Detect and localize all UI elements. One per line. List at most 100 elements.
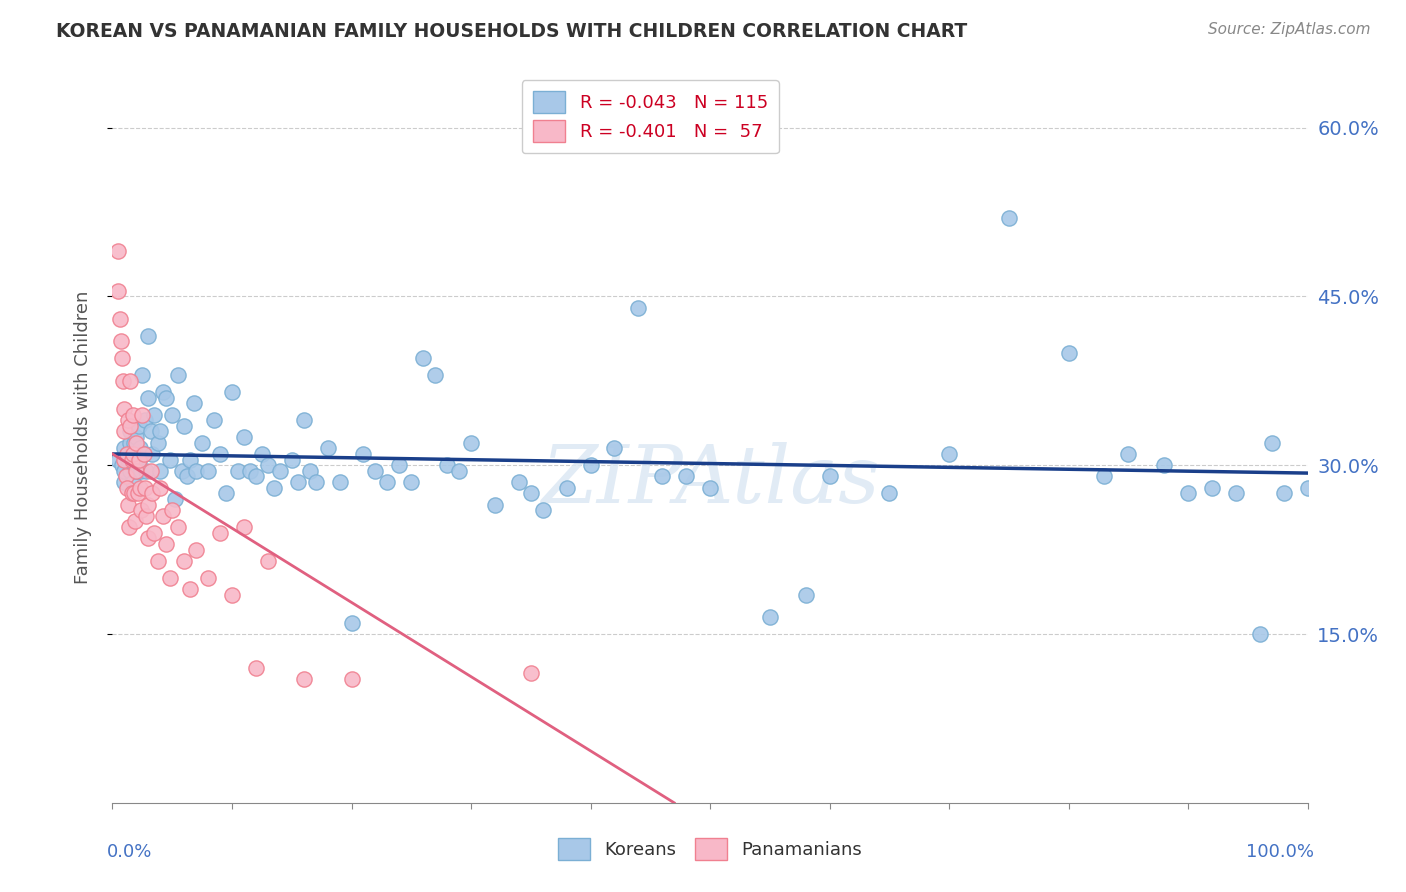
Point	[138, 498, 160, 512]
Point	[651, 469, 673, 483]
Point	[1296, 481, 1319, 495]
Point	[127, 486, 149, 500]
Point	[233, 430, 256, 444]
Point	[111, 351, 134, 366]
Text: Source: ZipAtlas.com: Source: ZipAtlas.com	[1208, 22, 1371, 37]
Point	[173, 554, 195, 568]
Point	[118, 520, 141, 534]
Point	[149, 425, 172, 439]
Point	[143, 525, 166, 540]
Point	[115, 447, 138, 461]
Point	[143, 408, 166, 422]
Point	[146, 435, 169, 450]
Point	[447, 464, 470, 478]
Point	[412, 351, 434, 366]
Point	[250, 447, 273, 461]
Point	[401, 475, 423, 489]
Point	[167, 368, 190, 383]
Point	[794, 588, 817, 602]
Text: 100.0%: 100.0%	[1246, 843, 1313, 861]
Point	[107, 452, 129, 467]
Point	[108, 312, 131, 326]
Point	[111, 458, 134, 473]
Point	[186, 542, 208, 557]
Point	[114, 469, 136, 483]
Point	[129, 481, 152, 495]
Point	[340, 672, 363, 686]
Point	[107, 284, 129, 298]
Point	[114, 442, 135, 456]
Point	[121, 475, 143, 489]
Text: KOREAN VS PANAMANIAN FAMILY HOUSEHOLDS WITH CHILDREN CORRELATION CHART: KOREAN VS PANAMANIAN FAMILY HOUSEHOLDS W…	[56, 22, 967, 41]
Point	[120, 435, 142, 450]
Point	[233, 520, 256, 534]
Point	[377, 475, 399, 489]
Point	[131, 408, 153, 422]
Point	[879, 486, 901, 500]
Point	[134, 413, 156, 427]
Point	[132, 447, 155, 461]
Point	[425, 368, 447, 383]
Point	[139, 464, 162, 478]
Point	[191, 435, 214, 450]
Point	[121, 408, 143, 422]
Point	[352, 447, 374, 461]
Legend: Koreans, Panamanians: Koreans, Panamanians	[551, 830, 869, 867]
Point	[138, 328, 160, 343]
Point	[128, 452, 150, 467]
Point	[316, 442, 339, 456]
Point	[179, 452, 201, 467]
Point	[269, 464, 291, 478]
Point	[1118, 447, 1140, 461]
Point	[209, 447, 232, 461]
Point	[159, 452, 181, 467]
Point	[125, 447, 148, 461]
Point	[508, 475, 530, 489]
Point	[141, 486, 163, 500]
Point	[134, 481, 156, 495]
Point	[436, 458, 458, 473]
Point	[117, 452, 139, 467]
Point	[135, 464, 157, 478]
Point	[603, 442, 626, 456]
Point	[176, 469, 198, 483]
Point	[107, 244, 129, 259]
Point	[221, 588, 243, 602]
Point	[1249, 627, 1271, 641]
Point	[818, 469, 841, 483]
Point	[197, 464, 219, 478]
Point	[139, 425, 162, 439]
Point	[125, 464, 148, 478]
Point	[121, 447, 143, 461]
Point	[128, 452, 150, 467]
Point	[1057, 345, 1080, 359]
Point	[110, 334, 132, 349]
Point	[1177, 486, 1199, 500]
Point	[114, 452, 135, 467]
Point	[520, 486, 543, 500]
Point	[998, 211, 1021, 225]
Point	[149, 481, 172, 495]
Point	[117, 498, 139, 512]
Point	[329, 475, 352, 489]
Point	[938, 447, 960, 461]
Point	[1094, 469, 1116, 483]
Point	[129, 442, 152, 456]
Point	[364, 464, 387, 478]
Point	[127, 464, 149, 478]
Point	[125, 430, 148, 444]
Point	[120, 374, 142, 388]
Point	[114, 464, 135, 478]
Point	[675, 469, 697, 483]
Point	[159, 571, 181, 585]
Point	[115, 481, 138, 495]
Point	[1261, 435, 1284, 450]
Point	[131, 368, 153, 383]
Point	[112, 374, 135, 388]
Point	[120, 464, 142, 478]
Point	[759, 610, 782, 624]
Point	[179, 582, 201, 596]
Point	[135, 508, 157, 523]
Point	[245, 661, 267, 675]
Point	[186, 464, 208, 478]
